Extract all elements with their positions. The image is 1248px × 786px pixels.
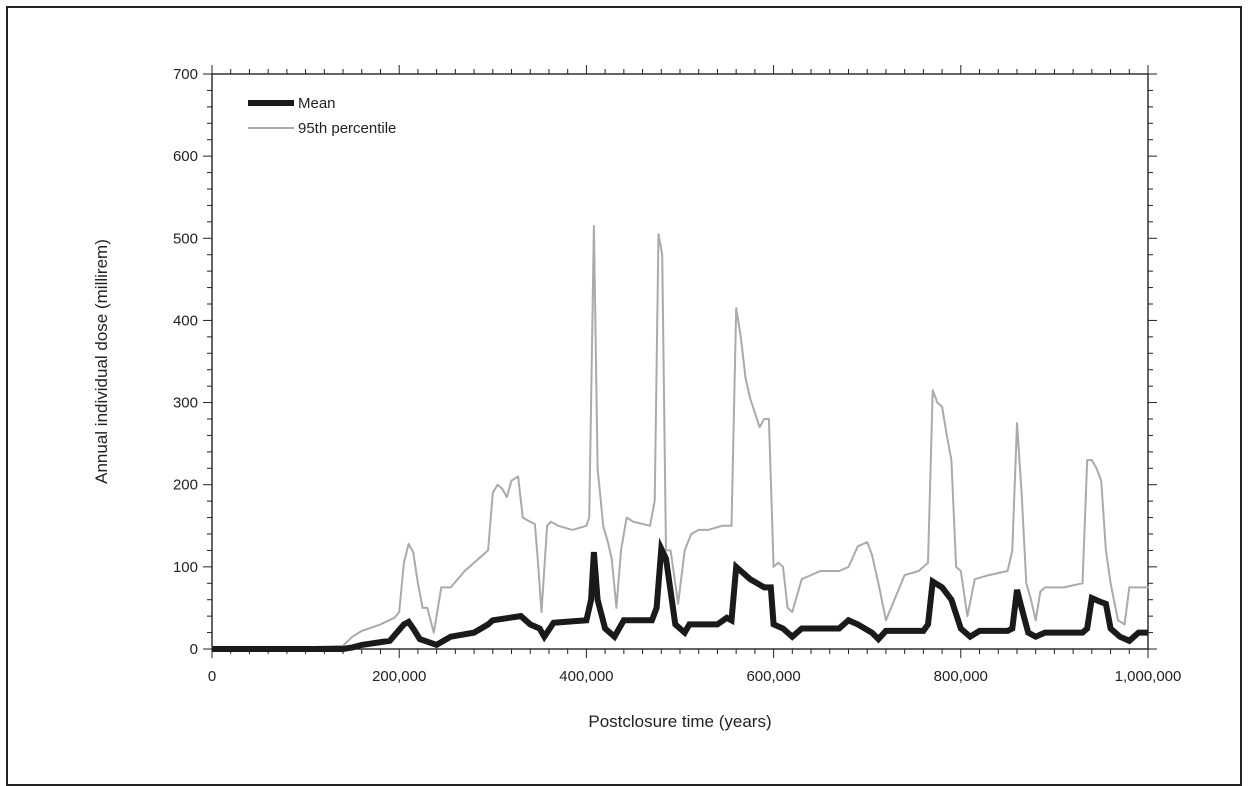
x-tick-label: 1,000,000 [1115,668,1182,685]
y-axis: 0 100 200 300 400 500 600 700 [173,66,1157,658]
y-tick-label: 600 [173,148,198,165]
plot-area [211,73,1149,650]
x-tick-label: 200,000 [372,668,426,685]
y-tick-label: 300 [173,395,198,412]
series-95th-percentile-line [211,225,1149,649]
series-layer [211,225,1149,652]
x-tick-label: 400,000 [559,668,613,685]
y-tick-label: 700 [173,66,198,83]
y-tick-label: 200 [173,477,198,494]
y-tick-label: 500 [173,230,198,247]
x-tick-label: 0 [208,668,216,685]
line-chart: 0 100 200 300 400 500 600 700 0 200,000 400,000 60… [92,65,1182,731]
x-tick-label: 600,000 [746,668,800,685]
y-axis-title: Annual individual dose (millirem) [92,239,111,484]
plot-box [211,73,1149,650]
x-axis-title: Postclosure time (years) [588,712,771,731]
legend: Mean 95th percentile [248,95,396,137]
x-tick-label: 800,000 [934,668,988,685]
series-mean-line [212,537,1148,652]
legend-label-mean: Mean [298,95,336,112]
y-tick-label: 400 [173,312,198,329]
x-axis: 0 200,000 400,000 600,000 800,000 1,000,000 [208,65,1182,685]
y-tick-label: 100 [173,559,198,576]
legend-label-95th-percentile: 95th percentile [298,120,396,137]
y-tick-label: 0 [190,641,198,658]
